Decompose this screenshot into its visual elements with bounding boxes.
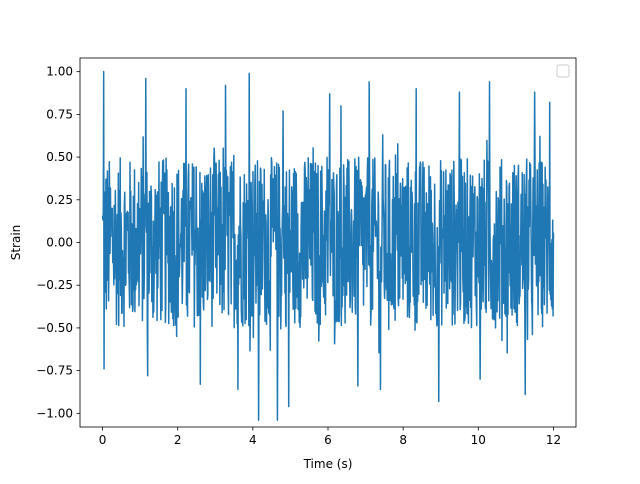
x-tick-label: 8 [399,433,407,447]
y-tick-label: −1.00 [36,406,73,420]
series-line [101,70,555,421]
x-tick-label: 4 [249,433,257,447]
x-tick-label: 2 [174,433,182,447]
series-layer [101,70,555,421]
y-tick-label: 0.50 [46,150,73,164]
y-tick-label: −0.25 [36,278,73,292]
y-tick-label: 1.00 [46,65,73,79]
ticks-layer: 0 2 4 6 8 10 12 −1.00 −0.75 −0.50 −0.25 0.00 0.25 0.5… [36,65,561,447]
y-axis-label: Strain [9,225,23,261]
x-tick-label: 0 [99,433,107,447]
x-tick-label: 6 [324,433,332,447]
axes-frame [79,57,577,428]
y-tick-label: −0.75 [36,364,73,378]
y-tick-label: 0.00 [46,236,73,250]
legend-box [556,64,570,78]
x-axis-label: Time (s) [303,457,353,471]
x-tick-label: 10 [471,433,486,447]
y-tick-label: 0.75 [46,107,73,121]
y-tick-label: −0.50 [36,321,73,335]
x-tick-label: 12 [546,433,561,447]
y-tick-label: 0.25 [46,193,73,207]
